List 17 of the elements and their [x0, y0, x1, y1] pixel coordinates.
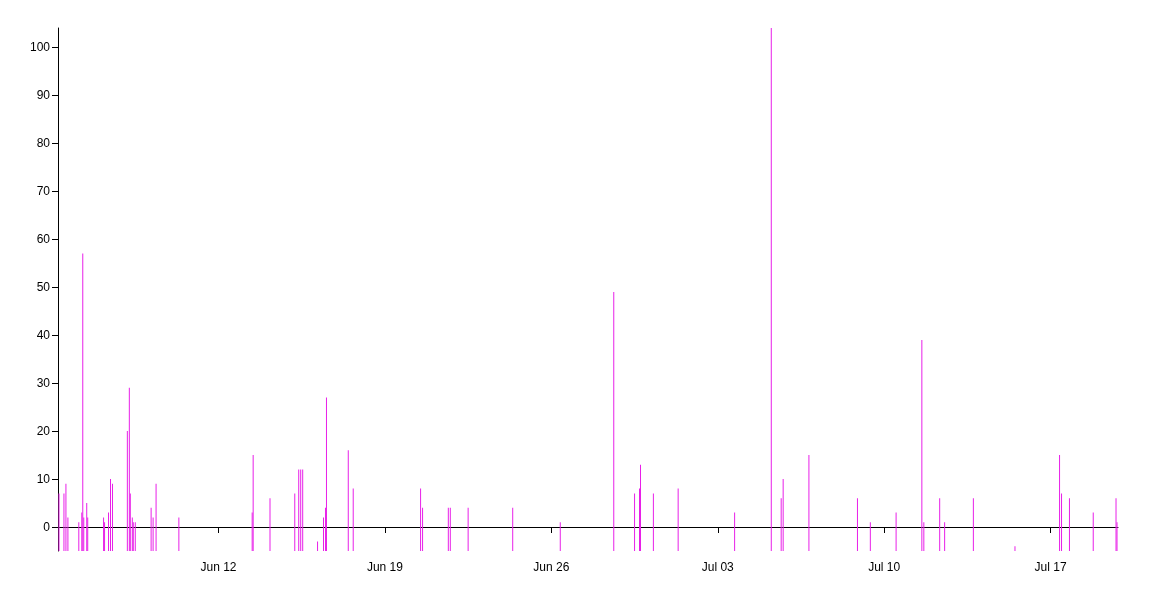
y-tick-label: 40 [36, 328, 51, 343]
y-tick-label: 50 [36, 280, 51, 295]
x-tick-label: Jun 19 [366, 560, 404, 574]
x-tick-label: Jun 12 [200, 560, 237, 574]
y-tick-label: 20 [36, 424, 51, 439]
y-tick-label: 80 [36, 136, 51, 151]
y-tick-label: 0 [43, 520, 51, 535]
y-tick-label: 70 [36, 184, 51, 199]
x-tick-label: Jul 03 [701, 560, 735, 574]
y-tick-label: 90 [36, 88, 51, 103]
x-tick-label: Jul 17 [1034, 560, 1067, 574]
y-tick-label: 60 [36, 232, 51, 247]
y-tick-label: 100 [29, 40, 51, 55]
x-tick-label: Jun 26 [533, 560, 570, 574]
x-tick-label: Jul 10 [868, 560, 901, 574]
y-tick-label: 30 [36, 376, 51, 391]
y-tick-label: 10 [36, 472, 51, 487]
